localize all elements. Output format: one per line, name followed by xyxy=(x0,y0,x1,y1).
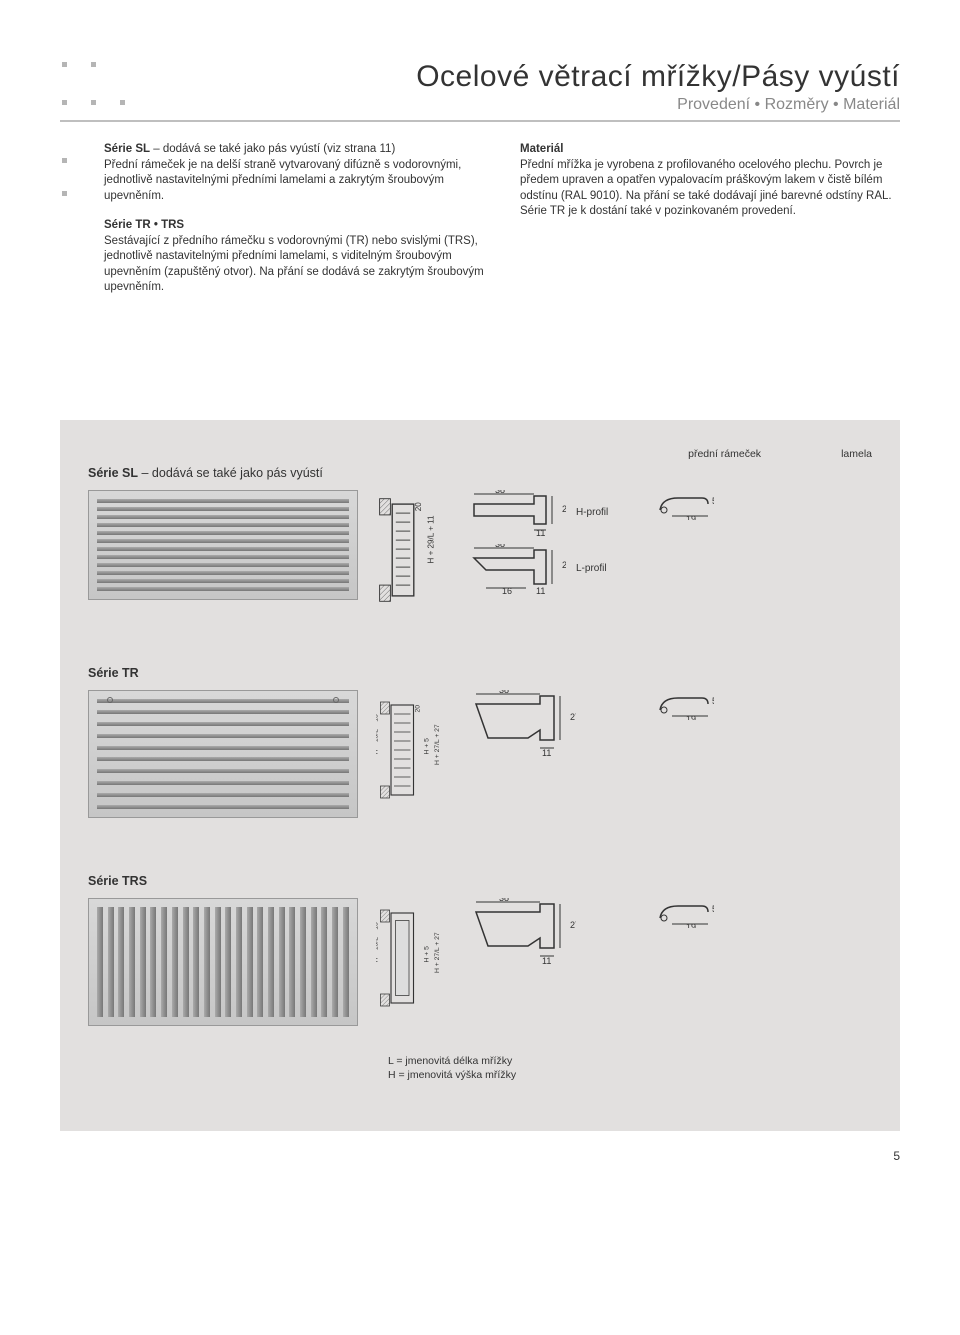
sl-tail: – dodává se také jako pás vyústí (viz st… xyxy=(150,143,395,155)
l-profile-label: L-profil xyxy=(576,563,607,574)
left-column: Série SL – dodává se také jako pás vyúst… xyxy=(104,142,484,310)
l-profile-icon: 38 16 28 11 xyxy=(466,544,566,594)
sl-title: Série SL – dodává se také jako pás vyúst… xyxy=(88,466,872,480)
svg-text:19: 19 xyxy=(686,922,696,928)
dim-h29l11: H + 29/L + 11 xyxy=(427,515,436,564)
sl-cross-section: H/L 20 H + 29/L + 11 xyxy=(376,490,448,610)
svg-text:H – 15/L – 15: H – 15/L – 15 xyxy=(376,922,380,963)
page-subtitle: Provedení • Rozměry • Materiál xyxy=(60,96,900,114)
sl-title-head: Série SL xyxy=(88,466,138,480)
sl-lamela: 19 5 xyxy=(644,490,724,520)
svg-text:H + 5: H + 5 xyxy=(424,946,431,963)
svg-text:38: 38 xyxy=(495,490,505,495)
sl-grille-image xyxy=(88,490,358,600)
sl-body: Přední rámeček je na delší straně vytvar… xyxy=(104,159,461,202)
decor-dots xyxy=(62,62,96,67)
svg-text:11: 11 xyxy=(536,586,545,594)
sl-head: Série SL xyxy=(104,143,150,155)
svg-text:11: 11 xyxy=(542,748,551,758)
lamela-icon: 19 5 xyxy=(654,490,714,520)
sl-profiles: 38 20 11 H-profil 38 16 28 11 xyxy=(466,490,626,594)
svg-text:38: 38 xyxy=(499,898,509,903)
svg-text:11: 11 xyxy=(536,528,545,536)
tr-cross-section: H – 15/L – 15 20 H + 5 H + 27/L + 27 xyxy=(376,690,448,810)
h-profile-icon: 38 20 11 xyxy=(466,490,566,536)
mat-body: Přední mřížka je vyrobena z profilovanéh… xyxy=(520,159,892,218)
trs-profile: 38 27 11 xyxy=(466,898,626,968)
lamela-icon: 19 5 xyxy=(654,898,714,928)
tr-body: Sestávající z předního rámečku s vodorov… xyxy=(104,235,484,294)
svg-text:27: 27 xyxy=(570,712,576,722)
legend-h: H = jmenovitá výška mřížky xyxy=(388,1068,872,1083)
section-sl: přední rámeček lamela Série SL – dodává … xyxy=(88,448,872,610)
header-rule xyxy=(60,120,900,122)
svg-text:19: 19 xyxy=(686,514,696,520)
svg-text:20: 20 xyxy=(415,704,422,712)
svg-text:H + 5: H + 5 xyxy=(424,738,431,755)
meta-frame: přední rámeček xyxy=(688,448,761,460)
svg-text:5: 5 xyxy=(712,496,714,506)
trs-lamela: 19 5 xyxy=(644,898,724,928)
dim-hl: H/L xyxy=(376,541,378,554)
svg-text:27: 27 xyxy=(570,920,576,930)
decor-dots xyxy=(62,100,125,105)
trs-title: Série TRS xyxy=(88,874,872,888)
tr-profile: 38 27 11 xyxy=(466,690,626,760)
section-trs: Série TRS xyxy=(88,874,872,1083)
svg-text:5: 5 xyxy=(712,904,714,914)
h-profile-label: H-profil xyxy=(576,507,608,518)
svg-text:H + 27/L + 27: H + 27/L + 27 xyxy=(434,932,441,973)
meta-lamela: lamela xyxy=(841,448,872,460)
mat-head: Materiál xyxy=(520,142,900,158)
tr-title: Série TR xyxy=(88,666,872,680)
svg-text:19: 19 xyxy=(686,714,696,720)
svg-text:28: 28 xyxy=(562,560,566,570)
sl-top-meta: přední rámeček lamela xyxy=(88,448,872,460)
svg-text:11: 11 xyxy=(542,956,551,966)
page-number: 5 xyxy=(60,1149,900,1163)
lamela-icon: 19 5 xyxy=(654,690,714,720)
tr-profile-icon: 38 27 11 xyxy=(466,690,576,760)
trs-cross-section: H – 15/L – 15 H + 5 H + 27/L + 27 xyxy=(376,898,448,1018)
paragraph-tr: Série TR • TRS Sestávající z předního rá… xyxy=(104,218,484,296)
tr-lamela: 19 5 xyxy=(644,690,724,720)
svg-text:38: 38 xyxy=(499,690,509,695)
section-tr: Série TR xyxy=(88,666,872,818)
page-header: Ocelové větrací mřížky/Pásy vyústí Prove… xyxy=(60,60,900,114)
paragraph-sl: Série SL – dodává se také jako pás vyúst… xyxy=(104,142,484,204)
svg-text:20: 20 xyxy=(562,504,566,514)
paragraph-material: Materiál Přední mřížka je vyrobena z pro… xyxy=(520,142,900,220)
right-column: Materiál Přední mřížka je vyrobena z pro… xyxy=(520,142,900,310)
legend: L = jmenovitá délka mřížky H = jmenovitá… xyxy=(388,1054,872,1083)
legend-l: L = jmenovitá délka mřížky xyxy=(388,1054,872,1069)
svg-text:5: 5 xyxy=(712,696,714,706)
page-title: Ocelové větrací mřížky/Pásy vyústí xyxy=(60,60,900,94)
tr-head: Série TR • TRS xyxy=(104,218,484,234)
page: Ocelové větrací mřížky/Pásy vyústí Prove… xyxy=(0,0,960,1187)
diagram-panel: přední rámeček lamela Série SL – dodává … xyxy=(60,420,900,1131)
svg-text:16: 16 xyxy=(502,586,512,594)
trs-grille-image xyxy=(88,898,358,1026)
text-columns: Série SL – dodává se také jako pás vyúst… xyxy=(104,142,900,310)
svg-text:H – 15/L – 15: H – 15/L – 15 xyxy=(376,714,380,755)
dim-20: 20 xyxy=(414,501,423,510)
sl-title-tail: – dodává se také jako pás vyústí xyxy=(138,466,323,480)
decor-dots-col xyxy=(62,158,67,196)
svg-text:38: 38 xyxy=(495,544,505,549)
tr-grille-image xyxy=(88,690,358,818)
trs-profile-icon: 38 27 11 xyxy=(466,898,576,968)
svg-text:H + 27/L + 27: H + 27/L + 27 xyxy=(434,724,441,765)
